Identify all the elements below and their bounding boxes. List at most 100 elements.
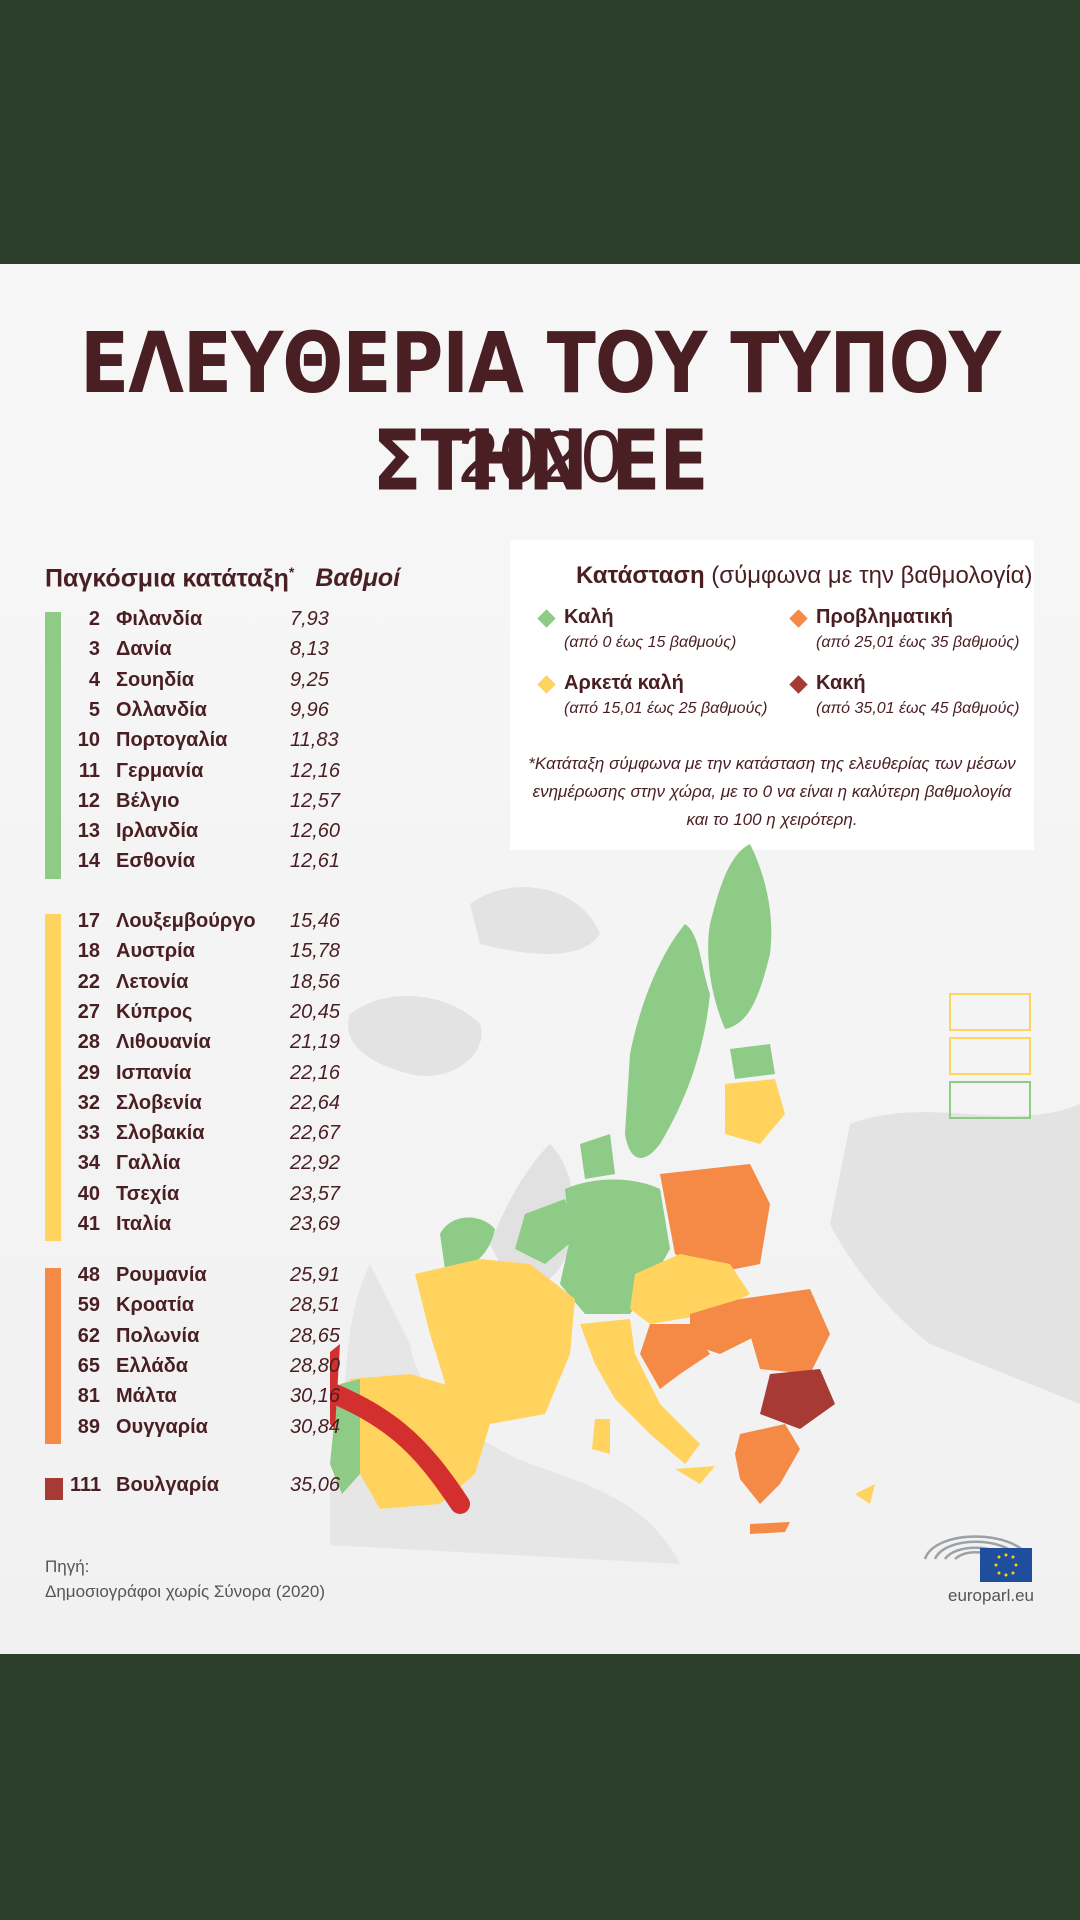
ranking-name: Ρουμανία bbox=[116, 1264, 207, 1286]
ranking-score: 28,80 bbox=[290, 1354, 341, 1377]
ranking-row: 65 Ελλάδα 28,80 bbox=[70, 1355, 340, 1385]
site-label: europarl.eu bbox=[947, 1586, 1034, 1605]
ranking-name: Κροατία bbox=[116, 1294, 195, 1317]
ranking-row: 13 Ιρλανδία 12,60 bbox=[70, 820, 340, 850]
ranking-score: 7,93 bbox=[290, 608, 329, 630]
ranking-score: 20,45 bbox=[290, 1000, 341, 1023]
ranking-name: Εσθονία bbox=[116, 850, 196, 873]
ranking-score: 35,06 bbox=[290, 1474, 341, 1496]
yellow-diamond-icon bbox=[537, 675, 556, 694]
ranking-score: 18,56 bbox=[290, 970, 341, 993]
status-bar-bad bbox=[45, 1478, 63, 1500]
ranking-row: 17 Λουξεμβούργο 15,46 bbox=[70, 910, 340, 940]
ranking-rank: 48 bbox=[77, 1264, 100, 1286]
ranking-row: 4 Σουηδία 9,25 bbox=[70, 669, 340, 699]
ranking-rank: 41 bbox=[77, 1213, 100, 1235]
ranking-name: Ιρλανδία bbox=[116, 820, 199, 843]
ranking-rank: 89 bbox=[77, 1415, 100, 1438]
ranking-rank: 32 bbox=[77, 1091, 100, 1114]
ranking-name: Λιθουανία bbox=[116, 1031, 211, 1054]
ranking-name: Ιταλία bbox=[116, 1213, 172, 1235]
legend-item-range: (από 25,01 έως 35 βαθμούς) bbox=[816, 634, 1020, 651]
ranking-rank: 33 bbox=[77, 1122, 100, 1145]
legend-item-range: (από 35,01 έως 45 βαθμούς) bbox=[816, 700, 1020, 717]
ranking-rank: 111 bbox=[70, 1474, 102, 1496]
ranking-rank: 17 bbox=[77, 910, 100, 932]
ranking-score: 25,91 bbox=[290, 1264, 341, 1286]
ranking-rank: 13 bbox=[77, 820, 100, 843]
legend-footnote: *Κατάταξη σύμφωνα με την κατάσταση της ε… bbox=[528, 754, 1016, 829]
ranking-row: 11 Γερμανία 12,16 bbox=[70, 760, 340, 790]
ranking-rank: 2 bbox=[88, 608, 100, 630]
ranking-row: 2 Φιλανδία 7,93 bbox=[70, 608, 340, 638]
ranking-name: Ουγγαρία bbox=[116, 1415, 208, 1438]
ranking-name: Βέλγιο bbox=[116, 789, 180, 812]
ranking-row: 89 Ουγγαρία 30,84 bbox=[70, 1416, 340, 1446]
legend-item-name: Αρκετά καλή bbox=[564, 672, 684, 694]
ranking-rank: 22 bbox=[77, 970, 100, 993]
ranking-name: Τσεχία bbox=[116, 1182, 180, 1205]
ranking-row: 81 Μάλτα 30,16 bbox=[70, 1385, 340, 1415]
ranking-score: 28,51 bbox=[290, 1294, 341, 1317]
ranking-row: 5 Ολλανδία 9,96 bbox=[70, 699, 340, 729]
legend-title: Κατάσταση bbox=[576, 562, 705, 589]
ranking-name: Αυστρία bbox=[116, 940, 195, 963]
ranking-rank: 4 bbox=[88, 668, 100, 691]
ranking-rank: 3 bbox=[88, 638, 100, 661]
legend-item-range: (από 15,01 έως 25 βαθμούς) bbox=[564, 700, 768, 717]
ranking-row: 28 Λιθουανία 21,19 bbox=[70, 1031, 340, 1061]
ranking-score: 12,60 bbox=[290, 820, 341, 843]
ranking-score: 12,16 bbox=[290, 759, 341, 782]
legend-item-name: Προβληματική bbox=[816, 606, 953, 628]
ranking-name: Πορτογαλία bbox=[116, 729, 228, 752]
ranking-rank: 27 bbox=[77, 1000, 100, 1023]
ranking-rank: 62 bbox=[77, 1324, 100, 1347]
ranking-rank: 14 bbox=[77, 850, 100, 873]
legend-item-range: (από 0 έως 15 βαθμούς) bbox=[564, 634, 737, 651]
ranking-row: 34 Γαλλία 22,92 bbox=[70, 1152, 340, 1182]
ranking-rank: 11 bbox=[78, 759, 100, 782]
ranking-row: 12 Βέλγιο 12,57 bbox=[70, 790, 340, 820]
legend-heading: Κατάσταση (σύμφωνα με την βαθμολογία) bbox=[576, 562, 1033, 590]
eu-map-icon bbox=[330, 844, 1080, 1564]
ranking-name: Φιλανδία bbox=[116, 608, 203, 630]
ranking-rank: 40 bbox=[77, 1182, 100, 1205]
legend-item-name: Κακή bbox=[816, 672, 866, 694]
ranking-name: Λουξεμβούργο bbox=[116, 910, 256, 932]
ranking-score: 21,19 bbox=[290, 1031, 341, 1054]
legend-item-name: Καλή bbox=[564, 606, 614, 628]
ranking-score: 22,64 bbox=[290, 1091, 341, 1114]
ranking-name: Γερμανία bbox=[116, 759, 204, 782]
ranking-row: 10 Πορτογαλία 11,83 bbox=[70, 729, 340, 759]
ranking-rank: 12 bbox=[77, 789, 100, 812]
ranking-row: 62 Πολωνία 28,65 bbox=[70, 1325, 340, 1355]
source-label: Πηγή: bbox=[45, 1557, 90, 1576]
ranking-name: Λετονία bbox=[116, 970, 189, 993]
status-bar-fair bbox=[45, 914, 61, 1242]
ranking-score: 15,78 bbox=[290, 940, 341, 963]
ranking-name: Κύπρος bbox=[116, 1000, 193, 1023]
ranking-header: Παγκόσμια κατάταξη* Βαθμοί bbox=[45, 564, 400, 593]
orange-diamond-icon bbox=[789, 609, 808, 628]
ranking-rank: 34 bbox=[77, 1152, 100, 1175]
ranking-row: 48 Ρουμανία 25,91 bbox=[70, 1264, 340, 1294]
ranking-name: Γαλλία bbox=[116, 1152, 181, 1175]
status-bar-problem bbox=[45, 1268, 61, 1444]
ranking-name: Σουηδία bbox=[116, 668, 195, 691]
ranking-row: 29 Ισπανία 22,16 bbox=[70, 1062, 340, 1092]
european-parliament-logo-icon bbox=[923, 1535, 1032, 1582]
ranking-score: 22,67 bbox=[290, 1122, 341, 1145]
ranking-rank: 81 bbox=[77, 1385, 100, 1408]
ranking-name: Δανία bbox=[116, 638, 172, 661]
ranking-score: 9,96 bbox=[290, 698, 329, 721]
ranking-score: 23,57 bbox=[290, 1182, 341, 1205]
ranking-score: 11,83 bbox=[290, 729, 339, 752]
ranking-row: 59 Κροατία 28,51 bbox=[70, 1294, 340, 1324]
ranking-name: Σλοβενία bbox=[116, 1091, 202, 1114]
ranking-score: 8,13 bbox=[290, 638, 329, 661]
infographic-card: ΕΛΕΥΘΕΡΙΑ ΤΟΥ ΤΥΠΟΥ ΣΤΗΝ ΕΕ 2020 Παγκόσμ… bbox=[0, 264, 1080, 1654]
ranking-score: 22,16 bbox=[290, 1061, 341, 1084]
ranking-row: 14 Εσθονία 12,61 bbox=[70, 850, 340, 880]
ranking-row: 111 Βουλγαρία 35,06 bbox=[70, 1474, 340, 1504]
ranking-rank: 10 bbox=[77, 729, 100, 752]
